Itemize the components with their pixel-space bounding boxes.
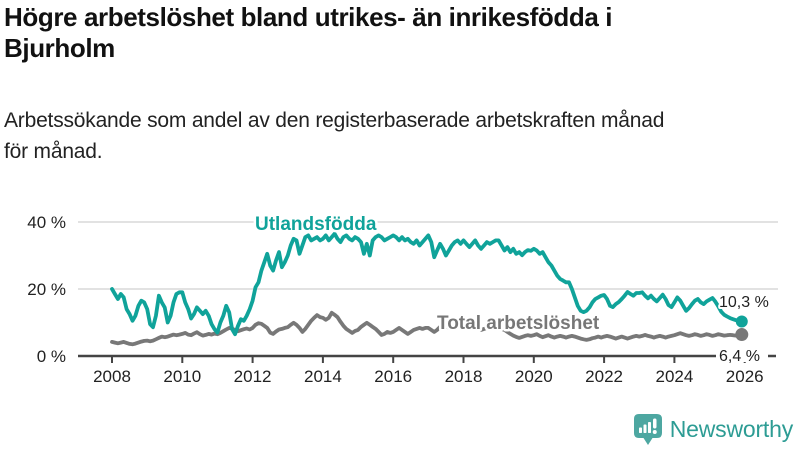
utlandsfodda-series-label: Utlandsfödda	[255, 214, 377, 235]
svg-text:2022: 2022	[585, 367, 623, 386]
newsworthy-logo: Newsworthy	[633, 413, 793, 446]
y-axis-labels: 0 % 20 % 40 %	[27, 213, 66, 366]
svg-text:2012: 2012	[234, 367, 272, 386]
chart-subtitle: Arbetssökande som andel av den registerb…	[4, 109, 665, 163]
total-arbetsloshet-line	[110, 310, 744, 347]
svg-text:2014: 2014	[304, 367, 342, 386]
svg-text:40 %: 40 %	[27, 213, 66, 232]
unemployment-line-chart: 2008 2010 2012 2014 2016 2018 2020 2022 2024 2026…	[27, 212, 778, 386]
total-end-dot	[735, 328, 749, 342]
svg-text:2020: 2020	[515, 367, 553, 386]
svg-text:2018: 2018	[445, 367, 483, 386]
chart-title: Högre arbetslöshet bland utrikes- än inr…	[4, 2, 613, 63]
svg-text:2026: 2026	[726, 367, 764, 386]
total-series-label: Total arbetslöshet	[437, 313, 600, 334]
svg-text:2010: 2010	[163, 367, 201, 386]
svg-text:2016: 2016	[374, 367, 412, 386]
newsworthy-wordmark: Newsworthy	[669, 416, 793, 442]
total-end-value: 6,4 %	[719, 348, 760, 365]
utlandsfodda-end-dot	[735, 315, 748, 328]
svg-text:2008: 2008	[93, 367, 131, 386]
end-label-background	[716, 349, 768, 362]
svg-text:2024: 2024	[655, 367, 693, 386]
utlandsfodda-end-value: 10,3 %	[719, 294, 769, 311]
utlandsfodda-line	[110, 231, 744, 337]
svg-text:20 %: 20 %	[27, 280, 66, 299]
x-axis-labels: 2008 2010 2012 2014 2016 2018 2020 2022 2024 2026	[93, 367, 764, 386]
gridlines	[78, 221, 778, 290]
svg-text:0 %: 0 %	[37, 347, 66, 366]
newsworthy-icon	[633, 413, 662, 445]
